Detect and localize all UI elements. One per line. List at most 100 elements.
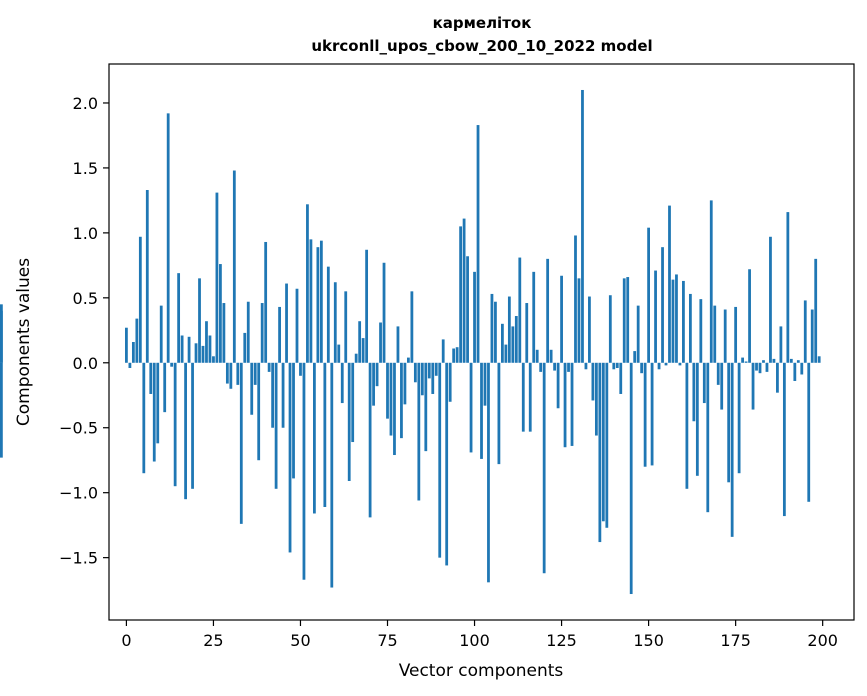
bar — [577, 278, 581, 363]
bar — [560, 275, 563, 363]
bar — [782, 362, 786, 517]
bar — [184, 362, 187, 500]
bar — [403, 362, 407, 405]
bar — [629, 362, 633, 595]
bar — [727, 362, 731, 483]
bar — [173, 362, 177, 487]
bar — [772, 358, 776, 363]
bar — [661, 247, 664, 363]
bar — [445, 362, 449, 566]
bar — [776, 362, 779, 393]
bar — [271, 362, 275, 428]
bar — [361, 338, 365, 363]
x-axis-ticks: 0 25 50 75 100 125 150 175 200 — [121, 620, 838, 650]
bar — [264, 241, 268, 363]
bar — [497, 362, 501, 465]
bar — [574, 235, 577, 363]
bar — [372, 362, 375, 406]
bar — [236, 362, 240, 385]
y-axis-ticks: −1.5 −1.0 −0.5 0.0 0.5 1.0 1.5 2.0 — [59, 94, 109, 568]
bar — [431, 362, 435, 394]
bar — [302, 362, 306, 580]
bar — [567, 362, 570, 372]
bar — [407, 357, 410, 363]
bar — [793, 362, 797, 381]
bar — [0, 304, 3, 363]
bar — [501, 323, 504, 363]
bar — [323, 362, 327, 507]
bar — [212, 356, 215, 363]
bar — [685, 362, 689, 489]
bar — [713, 305, 717, 363]
bar — [299, 362, 302, 376]
bar — [455, 347, 459, 363]
bar — [525, 303, 529, 363]
bar — [163, 362, 167, 413]
bar — [0, 362, 3, 458]
bar — [514, 316, 518, 363]
bar — [779, 326, 783, 363]
bar — [744, 361, 748, 363]
bar — [675, 274, 678, 363]
y-tick-label: −0.5 — [59, 419, 98, 438]
bar — [354, 353, 358, 363]
bar — [608, 295, 612, 363]
bar — [347, 362, 351, 481]
y-tick-label: 1.5 — [73, 159, 98, 178]
bar — [528, 362, 532, 432]
bar — [709, 200, 713, 363]
bar — [232, 170, 236, 363]
bar — [765, 362, 769, 372]
bar — [400, 362, 403, 439]
y-tick-label: 0.0 — [73, 354, 98, 373]
bar — [462, 218, 466, 363]
bar — [225, 362, 229, 384]
bar — [769, 236, 772, 363]
bar — [396, 326, 400, 363]
bar — [504, 344, 508, 363]
bar — [413, 362, 417, 383]
bar — [699, 299, 703, 363]
bar — [281, 362, 285, 428]
bar — [487, 362, 490, 583]
bar — [295, 288, 299, 363]
bar — [671, 279, 675, 363]
bar — [598, 362, 602, 543]
bar — [570, 362, 574, 446]
bar — [333, 282, 337, 363]
bar — [688, 293, 692, 363]
bar — [532, 271, 536, 363]
bar — [640, 362, 644, 374]
x-tick-label: 200 — [807, 631, 838, 650]
bar — [601, 362, 605, 522]
bar — [152, 362, 156, 462]
bar — [166, 113, 170, 363]
bar — [511, 326, 515, 363]
x-tick-label: 75 — [377, 631, 397, 650]
bar — [469, 362, 473, 453]
bar — [420, 362, 424, 396]
bar — [549, 349, 553, 363]
y-tick-label: −1.5 — [59, 549, 98, 568]
bar — [219, 264, 222, 363]
bar — [720, 362, 724, 410]
bar — [476, 125, 480, 363]
bar — [803, 300, 807, 363]
bar — [546, 258, 550, 363]
bar — [668, 205, 671, 363]
plot-frame — [108, 63, 855, 621]
bar — [142, 362, 146, 474]
bar — [382, 262, 386, 363]
bar — [741, 357, 744, 363]
bar — [702, 362, 706, 404]
bar — [584, 362, 588, 370]
bar — [483, 362, 487, 406]
bar — [177, 273, 181, 363]
bar — [542, 362, 546, 574]
bar — [605, 362, 609, 528]
bar — [695, 362, 699, 476]
bar — [424, 362, 428, 452]
bar — [306, 204, 309, 363]
bar — [149, 362, 153, 394]
